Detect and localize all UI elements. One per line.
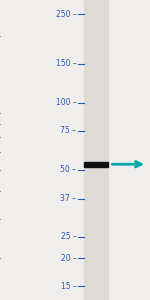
Text: 50 –: 50 –: [60, 165, 76, 174]
Text: 37 –: 37 –: [60, 194, 76, 203]
Text: 250 –: 250 –: [56, 10, 76, 19]
Bar: [84, 162, 108, 167]
Text: 20 –: 20 –: [61, 254, 76, 263]
Text: 25 –: 25 –: [61, 232, 76, 241]
Text: 100 –: 100 –: [56, 98, 76, 107]
Text: 75 –: 75 –: [60, 126, 76, 135]
Text: 150 –: 150 –: [56, 59, 76, 68]
Bar: [84, 0, 108, 300]
Text: 15 –: 15 –: [61, 282, 76, 291]
